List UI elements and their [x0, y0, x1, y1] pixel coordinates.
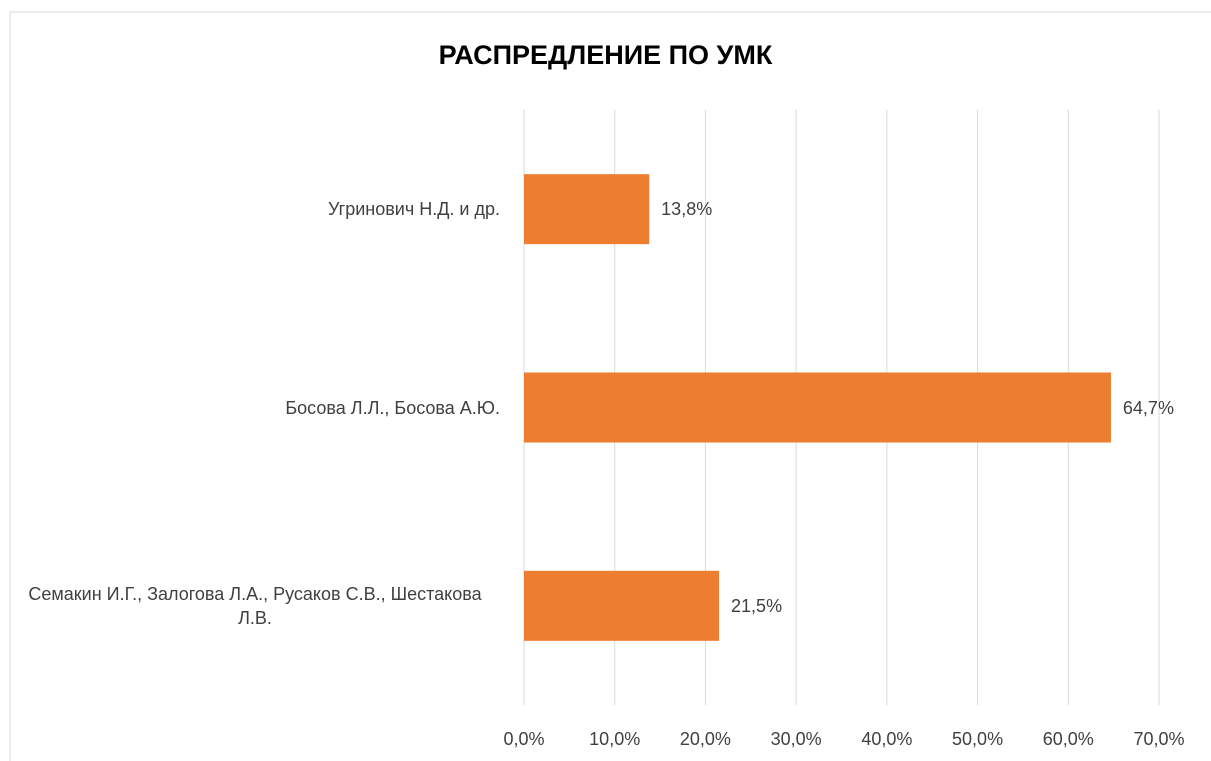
x-tick-label: 20,0% [679, 729, 731, 749]
y-tick-label: Угринович Н.Д. и др. [328, 199, 500, 220]
x-tick-label: 50,0% [952, 729, 1004, 749]
y-tick-label-box: Угринович Н.Д. и др. [10, 169, 500, 249]
x-tick-label: 40,0% [861, 729, 913, 749]
bar [524, 174, 650, 245]
x-tick-label: 60,0% [1042, 729, 1094, 749]
chart-frame [9, 11, 1211, 761]
data-label: 21,5% [731, 595, 783, 616]
x-tick-label: 10,0% [589, 729, 641, 749]
data-label: 64,7% [1122, 397, 1174, 418]
y-tick-label: Босова Л.Л., Босова А.Ю. [285, 397, 500, 418]
data-label: 13,8% [661, 199, 713, 220]
y-tick-label-box: Босова Л.Л., Босова А.Ю. [10, 368, 500, 448]
x-tick-label: 0,0% [503, 729, 545, 749]
y-tick-label-box: Семакин И.Г., Залогова Л.А., Русаков С.В… [10, 566, 500, 646]
bar [524, 570, 720, 641]
y-tick-label: Семакин И.Г., Залогова Л.А., Русаков С.В… [28, 583, 482, 628]
x-tick-label: 30,0% [770, 729, 822, 749]
bar [524, 372, 1111, 443]
chart-title: РАСПРЕДЛЕНИЕ ПО УМК [438, 40, 773, 70]
x-tick-label: 70,0% [1133, 729, 1185, 749]
